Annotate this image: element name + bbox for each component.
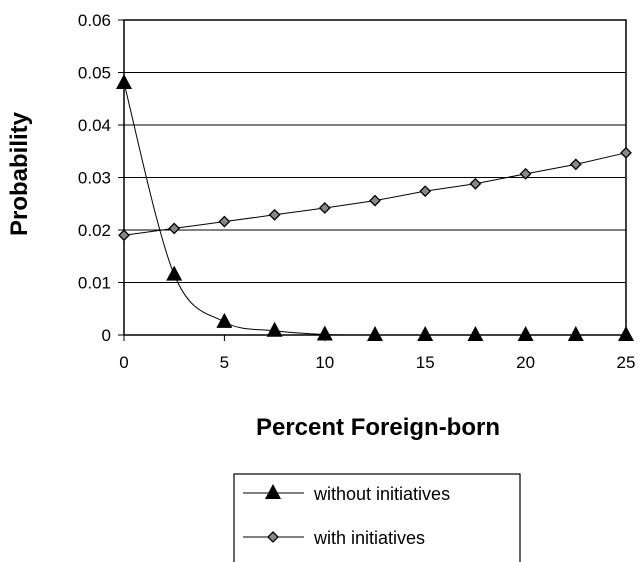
data-point-diamond <box>419 185 432 198</box>
gridlines <box>124 19 626 336</box>
data-point-triangle <box>517 326 534 341</box>
series-layer <box>116 74 634 341</box>
data-point-diamond <box>318 202 331 214</box>
data-point-diamond <box>118 229 130 242</box>
y-tick-label: 0 <box>102 326 111 345</box>
data-point-diamond <box>469 177 482 190</box>
legend: without initiatives with initiatives <box>233 473 521 562</box>
y-axis-title: Probability <box>6 111 33 236</box>
y-axis: 0 0.01 0.02 0.03 0.04 0.05 0.06 <box>78 11 124 345</box>
series-line <box>123 82 626 336</box>
y-tick-label: 0.01 <box>78 274 111 293</box>
y-tick-label: 0.05 <box>78 64 111 83</box>
data-point-diamond <box>569 158 582 171</box>
data-point-triangle <box>166 265 183 281</box>
data-point-diamond <box>218 215 231 228</box>
series-with-initiatives <box>118 146 632 242</box>
series-line <box>123 152 627 236</box>
x-tick-label: 10 <box>315 353 334 372</box>
data-point-diamond <box>168 222 181 235</box>
x-axis-title: Percent Foreign-born <box>256 414 500 441</box>
x-tick-label: 15 <box>416 353 435 372</box>
y-tick-label: 0.02 <box>78 221 111 240</box>
data-point-triangle <box>116 74 132 89</box>
x-tick-label: 25 <box>617 353 636 372</box>
data-point-diamond <box>268 208 281 221</box>
y-tick-label: 0.03 <box>78 169 111 188</box>
data-point-triangle <box>467 326 484 341</box>
x-tick-label: 5 <box>220 353 229 372</box>
x-tick-label: 20 <box>516 353 535 372</box>
data-point-diamond <box>519 167 532 180</box>
data-point-diamond <box>620 146 632 159</box>
legend-label-without-initiatives: without initiatives <box>313 484 450 504</box>
x-axis: 0 5 10 15 20 25 <box>119 335 635 372</box>
legend-box <box>233 473 521 562</box>
data-point-triangle <box>316 325 333 341</box>
data-point-triangle <box>216 312 233 328</box>
y-tick-label: 0.04 <box>78 116 111 135</box>
series-without-initiatives <box>116 74 634 341</box>
data-point-triangle <box>618 326 634 341</box>
data-point-triangle <box>417 326 434 341</box>
legend-label-with-initiatives: with initiatives <box>313 528 425 548</box>
x-tick-label: 0 <box>119 353 128 372</box>
data-point-triangle <box>567 326 584 341</box>
legend-marker-diamond-icon <box>267 531 279 543</box>
data-point-triangle <box>367 326 383 341</box>
data-point-diamond <box>369 194 381 207</box>
y-tick-label: 0.06 <box>78 11 111 30</box>
data-point-triangle <box>266 321 283 337</box>
legend-marker-triangle-icon <box>265 484 281 499</box>
